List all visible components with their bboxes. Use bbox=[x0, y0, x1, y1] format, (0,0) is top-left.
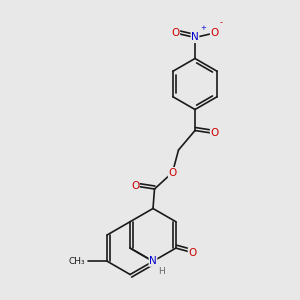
Text: +: + bbox=[200, 25, 206, 31]
Text: CH₃: CH₃ bbox=[68, 257, 85, 266]
Text: O: O bbox=[188, 248, 196, 258]
Text: O: O bbox=[210, 28, 219, 38]
Text: N: N bbox=[191, 32, 199, 43]
Text: O: O bbox=[131, 181, 139, 191]
Text: H: H bbox=[158, 267, 165, 276]
Text: -: - bbox=[220, 19, 223, 28]
Text: N: N bbox=[149, 256, 157, 266]
Text: O: O bbox=[171, 28, 180, 38]
Text: O: O bbox=[210, 128, 219, 139]
Text: O: O bbox=[168, 167, 177, 178]
